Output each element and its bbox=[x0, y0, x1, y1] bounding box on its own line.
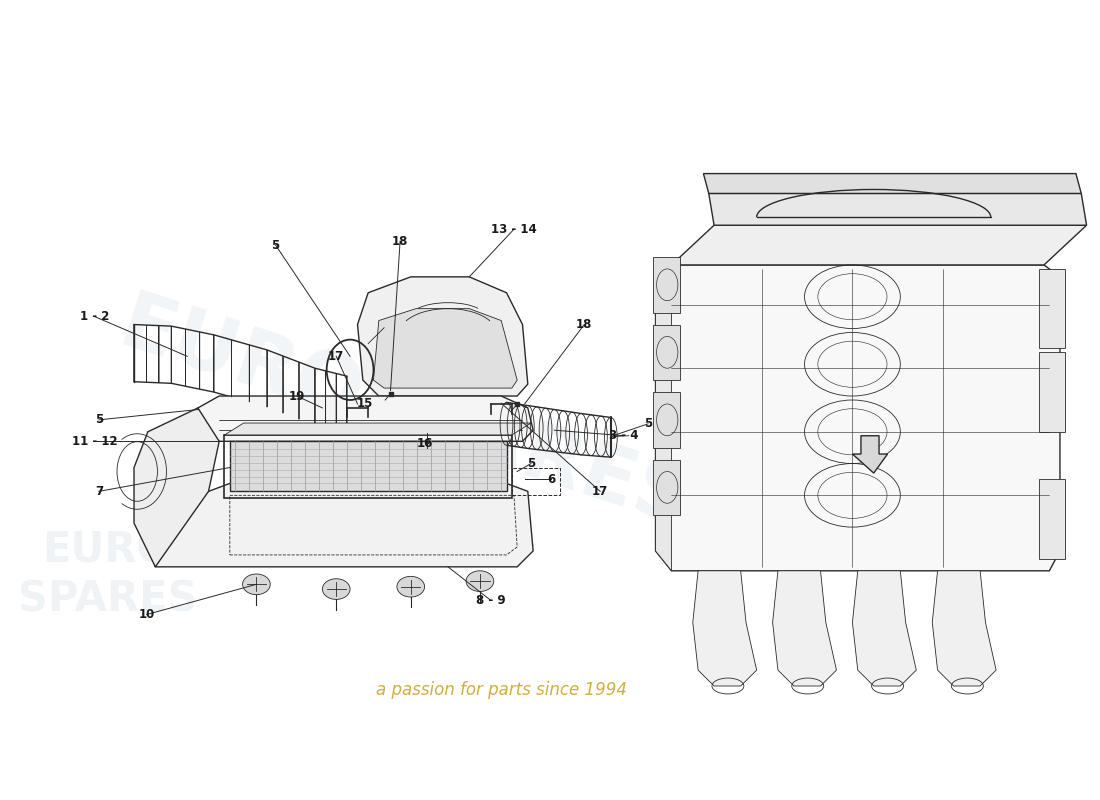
Polygon shape bbox=[224, 423, 531, 435]
Text: 18: 18 bbox=[392, 234, 408, 248]
FancyBboxPatch shape bbox=[1038, 352, 1065, 432]
Text: 15: 15 bbox=[356, 398, 373, 410]
Text: 5: 5 bbox=[527, 457, 535, 470]
Text: 7: 7 bbox=[95, 485, 103, 498]
Polygon shape bbox=[772, 571, 836, 686]
Text: 5: 5 bbox=[272, 238, 279, 251]
FancyBboxPatch shape bbox=[653, 325, 680, 380]
Text: EUROSPARES: EUROSPARES bbox=[109, 286, 702, 546]
Polygon shape bbox=[671, 226, 1087, 265]
Text: 17: 17 bbox=[328, 350, 344, 363]
Polygon shape bbox=[656, 265, 671, 571]
FancyBboxPatch shape bbox=[653, 392, 680, 448]
Text: 3 - 4: 3 - 4 bbox=[609, 430, 638, 442]
Polygon shape bbox=[933, 571, 997, 686]
Text: 5: 5 bbox=[644, 418, 652, 430]
Polygon shape bbox=[703, 174, 1081, 194]
Text: EURO
SPARES: EURO SPARES bbox=[18, 530, 197, 620]
Polygon shape bbox=[693, 571, 757, 686]
Text: 17: 17 bbox=[592, 485, 608, 498]
FancyBboxPatch shape bbox=[653, 257, 680, 313]
Text: 5: 5 bbox=[95, 414, 103, 426]
Polygon shape bbox=[358, 277, 528, 396]
Text: 6: 6 bbox=[547, 473, 556, 486]
Polygon shape bbox=[852, 571, 916, 686]
FancyBboxPatch shape bbox=[230, 442, 506, 491]
Text: 18: 18 bbox=[576, 318, 593, 331]
Circle shape bbox=[322, 578, 350, 599]
Circle shape bbox=[466, 571, 494, 591]
Text: 8 - 9: 8 - 9 bbox=[476, 594, 505, 606]
Text: a passion for parts since 1994: a passion for parts since 1994 bbox=[376, 681, 627, 699]
Polygon shape bbox=[656, 265, 1060, 571]
FancyBboxPatch shape bbox=[1038, 479, 1065, 559]
Text: 13 - 14: 13 - 14 bbox=[491, 222, 537, 236]
Polygon shape bbox=[134, 408, 219, 567]
Polygon shape bbox=[852, 436, 888, 473]
Text: 10: 10 bbox=[139, 608, 155, 621]
FancyBboxPatch shape bbox=[1038, 269, 1065, 348]
Circle shape bbox=[397, 576, 425, 597]
Text: 16: 16 bbox=[417, 437, 432, 450]
Text: 1 - 2: 1 - 2 bbox=[80, 310, 109, 323]
Polygon shape bbox=[708, 194, 1087, 226]
Circle shape bbox=[243, 574, 271, 594]
Polygon shape bbox=[198, 396, 534, 442]
FancyBboxPatch shape bbox=[653, 459, 680, 515]
Polygon shape bbox=[145, 483, 534, 567]
Text: 19: 19 bbox=[288, 390, 305, 402]
Text: 11 - 12: 11 - 12 bbox=[72, 435, 118, 448]
Polygon shape bbox=[374, 309, 517, 388]
